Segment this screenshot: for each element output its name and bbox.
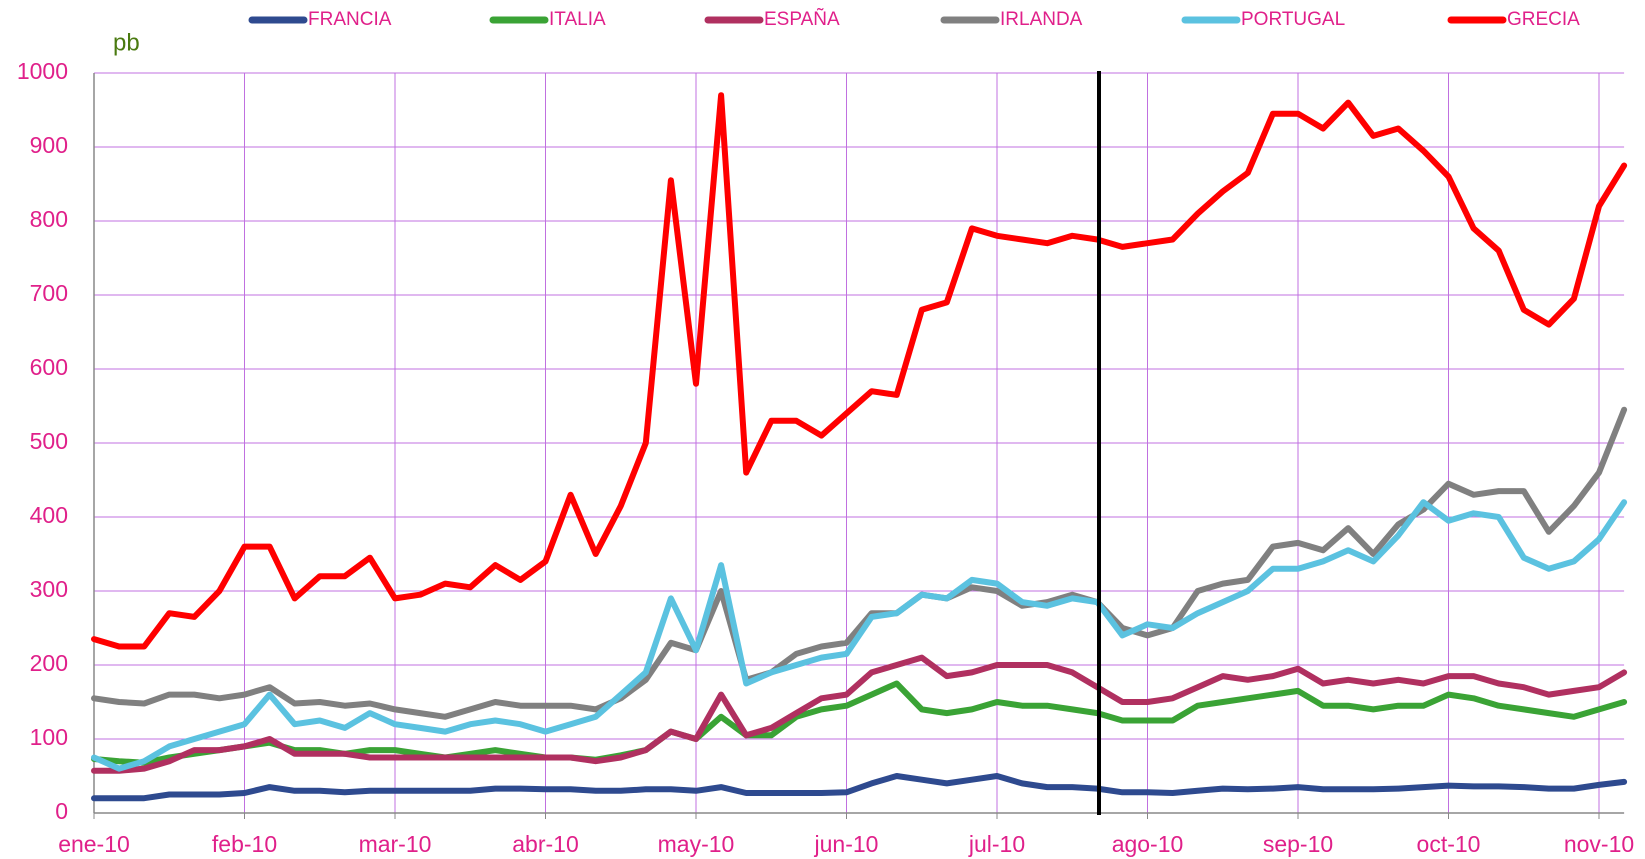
y-tick-label: 600 [30,354,68,380]
x-tick-label: abr-10 [512,831,578,857]
x-tick-label: nov-10 [1564,831,1634,857]
x-tick-label: may-10 [658,831,735,857]
y-tick-label: 300 [30,576,68,602]
y-tick-label: 1000 [17,58,68,84]
series-line [91,773,1628,802]
x-tick-label: sep-10 [1263,831,1333,857]
legend-label: FRANCIA [308,9,392,30]
x-tick-label: jun-10 [814,831,879,857]
y-unit-label: pb [113,29,140,56]
y-tick-label: 100 [30,724,68,750]
x-tick-label: oct-10 [1417,831,1481,857]
legend-label: ITALIA [549,9,606,30]
x-tick-label: ene-10 [58,831,130,857]
x-tick-label: jul-10 [968,831,1025,857]
legend: FRANCIA ITALIA ESPAÑA IRLANDA PORTUGAL GRECIA [248,8,1580,30]
y-tick-label: 0 [55,798,68,824]
x-tick-label: mar-10 [359,831,432,857]
series-line [91,92,1628,650]
legend-label: ESPAÑA [764,8,840,30]
y-tick-label: 500 [30,428,68,454]
x-tick-label: feb-10 [212,831,277,857]
lines [91,92,1628,802]
legend-label: PORTUGAL [1241,9,1345,30]
x-tick-label: ago-10 [1112,831,1184,857]
y-tick-label: 800 [30,206,68,232]
legend-label: IRLANDA [1000,9,1083,30]
y-tick-label: 700 [30,280,68,306]
y-tick-label: 200 [30,650,68,676]
y-tick-label: 400 [30,502,68,528]
series-line [91,406,1628,720]
grid: 0 100 200 300 400 500 600 700 800 900 1000 ene-10 fe… [17,58,1634,857]
series-line [91,654,1628,774]
legend-label: GRECIA [1507,9,1580,30]
series-line [91,499,1628,772]
y-tick-label: 900 [30,132,68,158]
